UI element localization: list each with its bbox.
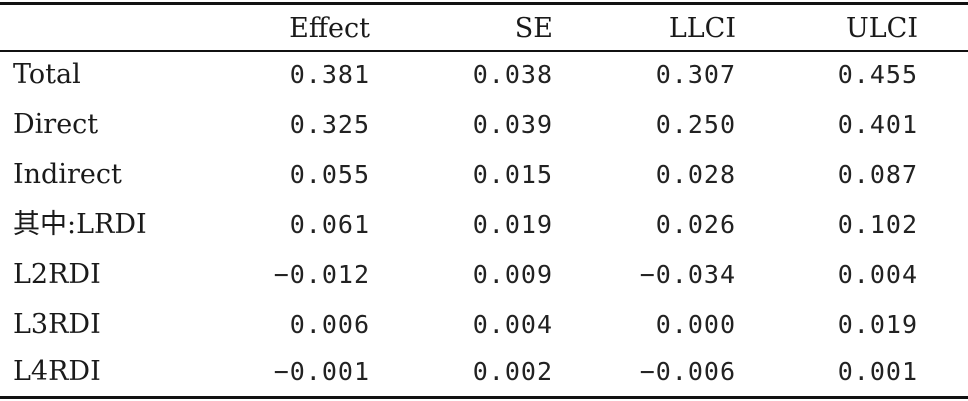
table-row: L4RDI −0.001 0.002 −0.006 0.001 [0,347,968,397]
row-label: L4RDI [13,356,101,387]
header-rule [0,50,968,52]
bottom-rule [0,396,968,399]
table-row: Indirect 0.055 0.015 0.028 0.087 [0,150,968,200]
row-label: L3RDI [13,309,101,340]
cell-ulci: 0.455 [837,60,918,89]
cell-llci: 0.000 [655,310,736,339]
cell-ulci: 0.087 [837,160,918,189]
header-row: Effect SE LLCI ULCI [0,4,968,54]
header-se: SE [514,13,553,44]
table-row: L3RDI 0.006 0.004 0.000 0.019 [0,300,968,350]
top-rule [0,2,968,5]
cell-se: 0.004 [472,310,553,339]
table-row: 其中:LRDI 0.061 0.019 0.026 0.102 [0,200,968,250]
cell-effect: 0.006 [289,310,370,339]
row-label: Indirect [13,159,122,190]
table-row: Direct 0.325 0.039 0.250 0.401 [0,100,968,150]
cell-llci: −0.034 [639,260,736,289]
cell-se: 0.015 [472,160,553,189]
cell-se: 0.009 [472,260,553,289]
cell-ulci: 0.004 [837,260,918,289]
cell-effect: −0.012 [273,260,370,289]
cell-llci: 0.028 [655,160,736,189]
cell-ulci: 0.019 [837,310,918,339]
cell-se: 0.039 [472,110,553,139]
table-row: Total 0.381 0.038 0.307 0.455 [0,50,968,100]
cell-ulci: 0.401 [837,110,918,139]
cell-effect: 0.381 [289,60,370,89]
cell-effect: 0.325 [289,110,370,139]
cell-effect: 0.055 [289,160,370,189]
cell-llci: 0.250 [655,110,736,139]
row-label: L2RDI [13,259,101,290]
cell-ulci: 0.001 [837,357,918,386]
header-llci: LLCI [668,13,736,44]
table-row: L2RDI −0.012 0.009 −0.034 0.004 [0,250,968,300]
row-label: Direct [13,109,99,140]
cell-effect: 0.061 [289,210,370,239]
cell-llci: 0.307 [655,60,736,89]
cell-se: 0.038 [472,60,553,89]
header-ulci: ULCI [845,13,918,44]
row-label: 其中:LRDI [13,209,147,240]
cell-se: 0.002 [472,357,553,386]
row-label: Total [13,59,81,90]
header-effect: Effect [289,13,370,44]
cell-effect: −0.001 [273,357,370,386]
cell-llci: −0.006 [639,357,736,386]
cell-se: 0.019 [472,210,553,239]
cell-ulci: 0.102 [837,210,918,239]
cell-llci: 0.026 [655,210,736,239]
